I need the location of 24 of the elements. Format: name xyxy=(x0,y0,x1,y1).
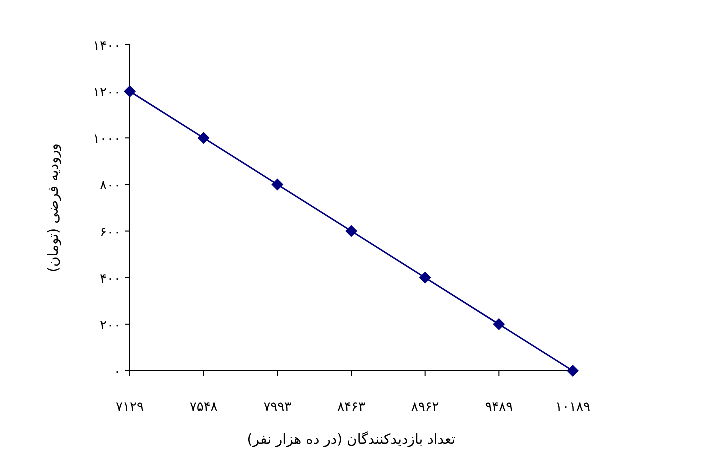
y-tick-label: ۲۰۰ xyxy=(100,318,121,334)
point xyxy=(124,86,136,98)
point xyxy=(419,272,432,284)
point xyxy=(493,318,506,330)
y-tick-label: ۱۲۰۰ xyxy=(93,86,121,101)
y-axis-title: ورودیه فرضی (تومان) xyxy=(46,144,62,272)
point xyxy=(346,225,358,238)
point xyxy=(567,365,579,377)
x-tick-label: ۷۵۴۸ xyxy=(190,400,218,415)
x-axis-title: تعداد بازدیدکنندگان (در ده هزار نفر) xyxy=(247,431,456,448)
y-tick-label: ۸۰۰ xyxy=(100,178,121,194)
y-tick-label: ۰ xyxy=(114,365,121,380)
x-tick-label: ۱۰۱۸۹ xyxy=(556,400,590,415)
y-tick-label: ۱۴۰۰ xyxy=(93,39,121,54)
y-tick-label: ۱۰۰۰ xyxy=(93,132,121,148)
y-tick-label: ۶۰۰ xyxy=(100,225,121,240)
point xyxy=(198,132,210,144)
y-tick-label: ۴۰۰ xyxy=(100,272,121,287)
x-tick-label: ۸۹۶۲ xyxy=(411,400,440,415)
point xyxy=(272,178,284,191)
x-tick-label: ۷۹۹۳ xyxy=(264,400,292,415)
x-tick-label: ۸۴۶۳ xyxy=(338,400,366,415)
x-tick-label: ۷۱۲۹ xyxy=(116,400,144,415)
x-tick-label: ۹۴۸۹ xyxy=(485,400,514,415)
